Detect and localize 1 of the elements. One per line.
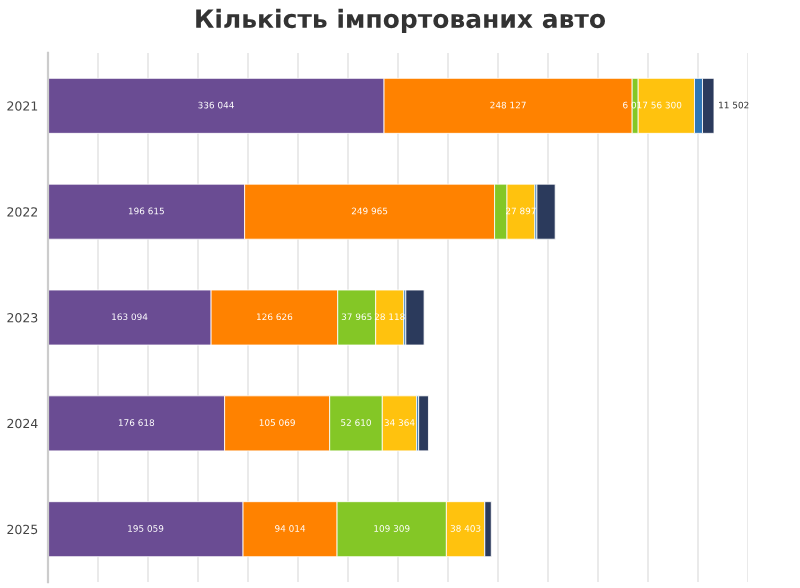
chart-title: Кількість імпортованих авто (196, 8, 605, 34)
